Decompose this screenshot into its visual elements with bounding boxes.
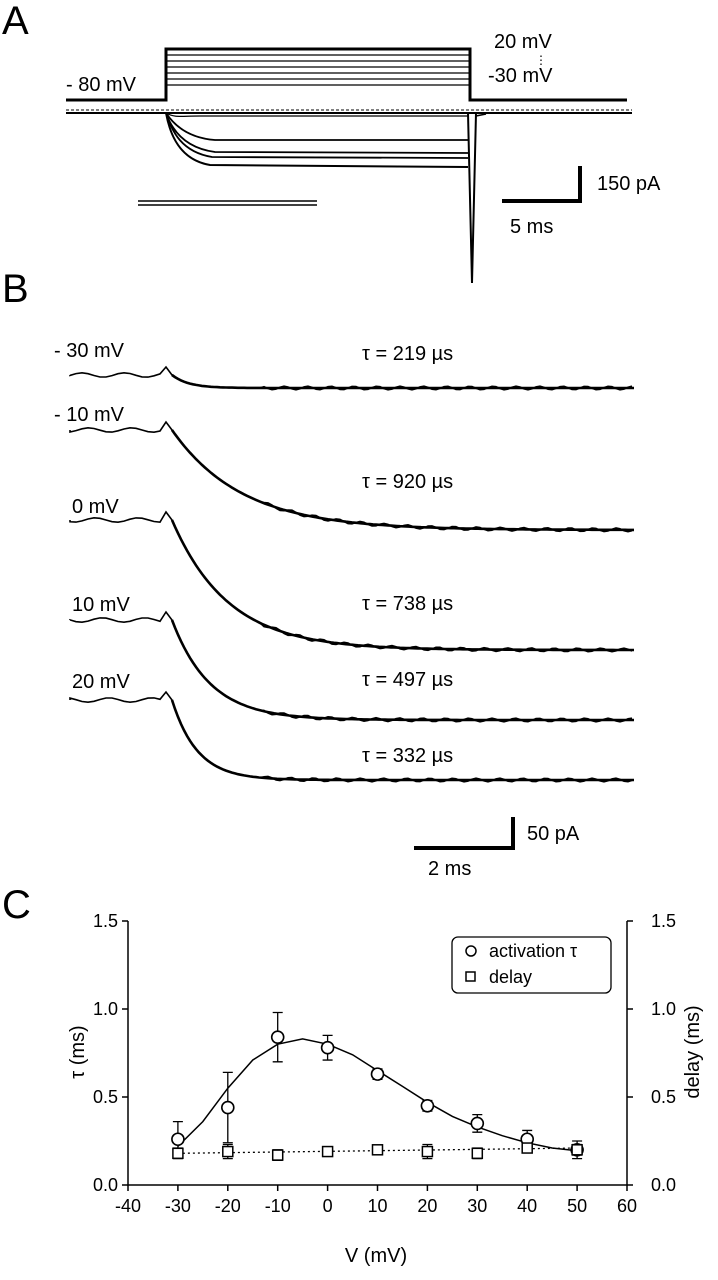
scale-current-a: 150 pA — [597, 173, 661, 195]
panel-b-traces: - 30 mV τ = 219 µs - 10 mV τ = 920 µs 0 mV τ … — [54, 340, 634, 783]
step-bottom-label: -30 mV — [488, 65, 553, 87]
panel-b-letter: B — [2, 267, 29, 311]
trace-tau-label: τ = 219 µs — [362, 343, 453, 365]
exponential-fit — [170, 699, 634, 782]
activation-point — [370, 1067, 385, 1081]
y-tick-label: 1.0 — [93, 999, 118, 1019]
x-tick-label: 20 — [417, 1196, 437, 1216]
activation-point — [270, 1030, 285, 1044]
x-tick-label: 10 — [367, 1196, 387, 1216]
y-tick-label: 0.0 — [93, 1175, 118, 1195]
x-tick-label: -20 — [215, 1196, 241, 1216]
current-trace — [69, 610, 633, 723]
trace-tau-label: τ = 497 µs — [362, 669, 453, 691]
y2-tick-label: 1.0 — [651, 999, 676, 1019]
step-range-dots: ⋮ — [535, 53, 547, 67]
activation-point — [171, 1132, 185, 1147]
exponential-fit — [170, 429, 634, 532]
delay-point — [471, 1147, 484, 1160]
scale-bar-b — [414, 817, 515, 850]
stimulus-bar — [138, 200, 317, 206]
holding-potential-label: - 80 mV — [66, 74, 137, 96]
voltage-protocol — [66, 47, 627, 102]
y2-tick-label: 0.5 — [651, 1087, 676, 1107]
trace-tau-label: τ = 332 µs — [362, 745, 453, 767]
activation-point — [320, 1040, 335, 1055]
delay-point — [571, 1144, 583, 1156]
x-tick-label: -30 — [165, 1196, 191, 1216]
step-top-label: 20 mV — [494, 31, 552, 53]
current-trace — [69, 365, 633, 391]
scale-bar-a — [502, 166, 582, 203]
trace-tau-label: τ = 738 µs — [362, 593, 453, 615]
activation-fit-line — [177, 1038, 578, 1152]
scale-current-b: 50 pA — [527, 823, 580, 845]
x-tick-label: 60 — [617, 1196, 637, 1216]
activation-point — [420, 1099, 435, 1113]
delay-point — [172, 1147, 184, 1160]
tau-voltage-chart: -40 -30 -20 -10 0 10 20 30 40 50 60 0.0 0.5 1.0 1.5 0.0… — [93, 911, 676, 1216]
activation-point — [221, 1100, 235, 1115]
y2-axis-label: delay (ms) — [682, 1005, 704, 1098]
scale-time-b: 2 ms — [428, 858, 471, 880]
y-tick-label: 0.5 — [93, 1087, 118, 1107]
current-trace — [69, 420, 633, 533]
trace-voltage-label: 20 mV — [72, 671, 130, 693]
legend-square-marker — [465, 971, 476, 982]
legend-circle-marker — [465, 945, 477, 957]
trace-voltage-label: - 10 mV — [54, 404, 125, 426]
trace-tau-label: τ = 920 µs — [362, 471, 453, 493]
delay-point — [521, 1142, 533, 1154]
x-tick-label: 50 — [567, 1196, 587, 1216]
y2-tick-label: 0.0 — [651, 1175, 676, 1195]
exponential-fit — [171, 373, 634, 390]
delay-point — [421, 1145, 434, 1158]
legend-activation-label: activation τ — [489, 941, 577, 961]
x-tick-label: 30 — [467, 1196, 487, 1216]
current-traces-a — [66, 109, 632, 284]
x-tick-label: -40 — [115, 1196, 141, 1216]
legend-delay-label: delay — [489, 967, 532, 987]
x-tick-label: -10 — [265, 1196, 291, 1216]
trace-voltage-label: - 30 mV — [54, 340, 125, 362]
panel-c-letter: C — [2, 883, 31, 927]
delay-point — [271, 1149, 284, 1161]
y-axis-label: τ (ms) — [67, 1025, 89, 1078]
current-trace — [69, 690, 633, 783]
trace-voltage-label: 10 mV — [72, 594, 130, 616]
chart-legend: activation τ delay — [451, 936, 612, 994]
y-tick-label: 1.5 — [93, 911, 118, 931]
x-tick-label: 40 — [517, 1196, 537, 1216]
delay-fit-line — [177, 1147, 578, 1154]
scale-time-a: 5 ms — [510, 216, 553, 238]
trace-voltage-label: 0 mV — [72, 496, 119, 518]
x-tick-label: 0 — [323, 1196, 333, 1216]
delay-point — [371, 1144, 384, 1156]
delay-point — [321, 1145, 334, 1158]
exponential-fit — [170, 519, 634, 652]
activation-point — [470, 1116, 485, 1131]
x-axis-label: V (mV) — [345, 1245, 407, 1267]
delay-point — [222, 1145, 234, 1158]
y2-tick-label: 1.5 — [651, 911, 676, 931]
current-trace — [69, 510, 633, 653]
panel-a-letter: A — [2, 0, 29, 43]
exponential-fit — [170, 619, 634, 722]
